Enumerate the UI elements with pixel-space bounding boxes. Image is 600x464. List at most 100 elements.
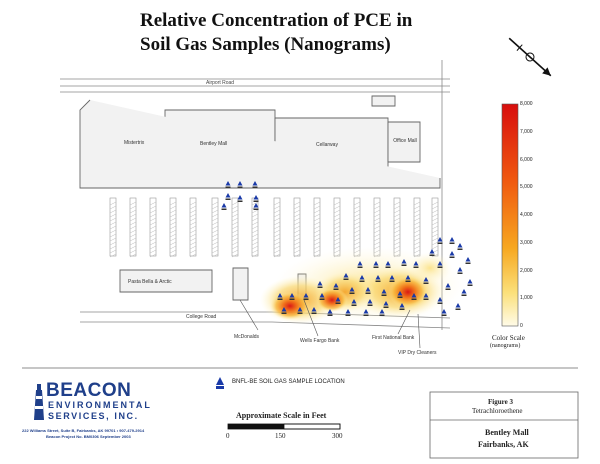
- triangle-marker-icon: [253, 203, 259, 210]
- scale-tick-300: 300: [332, 432, 343, 440]
- triangle-marker-icon: [333, 283, 339, 290]
- triangle-marker-icon: [351, 299, 357, 306]
- triangle-marker-icon: [365, 287, 371, 294]
- triangle-marker-icon: [357, 261, 363, 268]
- building-label-mcd: McDonalds: [234, 334, 260, 340]
- parking-row: [231, 197, 239, 257]
- triangle-marker-icon: [373, 261, 379, 268]
- scale-tick-0: 0: [226, 432, 230, 440]
- callout-wells-fargo: Wells Fargo Bank: [300, 338, 340, 344]
- triangle-marker-icon: [413, 261, 419, 268]
- company-address-2: Beacon Project No. BM0306 September 2003: [46, 434, 131, 439]
- triangle-marker-icon: [445, 283, 451, 290]
- company-name-3: SERVICES, INC.: [48, 411, 139, 421]
- triangle-marker-icon: [455, 303, 461, 310]
- color-scale-tick: 6,000: [520, 156, 533, 163]
- color-scale-label: Color Scale: [492, 334, 525, 342]
- triangle-marker-icon: [437, 237, 443, 244]
- scale-bar: [227, 423, 341, 430]
- triangle-marker-icon: [441, 309, 447, 316]
- triangle-marker-icon: [389, 275, 395, 282]
- parking-row: [211, 197, 219, 257]
- triangle-marker-icon: [289, 293, 295, 300]
- sample-locations: [221, 181, 473, 316]
- parking-row: [169, 197, 177, 257]
- triangle-marker-icon: [221, 203, 227, 210]
- callout-leaders: [239, 299, 421, 349]
- triangle-marker-icon: [437, 261, 443, 268]
- triangle-marker-icon: [437, 297, 443, 304]
- color-scale-tick: 1,000: [520, 295, 533, 302]
- street-top-label: Airport Road: [206, 80, 235, 86]
- triangle-marker-icon: [367, 299, 373, 306]
- company-name-1: BEACON: [46, 380, 132, 401]
- bottom-frames: [22, 367, 579, 459]
- triangle-marker-icon: [405, 275, 411, 282]
- triangle-marker-icon: [397, 291, 403, 298]
- triangle-marker-icon: [281, 307, 287, 314]
- triangle-marker-icon: [335, 297, 341, 304]
- legend-symbol-label: BNFL-BE SOIL GAS SAMPLE LOCATION: [232, 379, 345, 385]
- triangle-marker-icon: [252, 181, 258, 188]
- triangle-marker-icon: [467, 279, 473, 286]
- building-label-2: Bentley Mall: [200, 141, 228, 147]
- map-title-line2: Soil Gas Samples (Nanograms): [140, 34, 391, 55]
- triangle-marker-icon: [225, 193, 231, 200]
- callout-vip-cleaners: VIP Dry Cleaners: [398, 350, 437, 356]
- color-scale-tick: 2,000: [520, 267, 533, 274]
- triangle-marker-icon: [237, 181, 243, 188]
- triangle-marker-icon: [319, 293, 325, 300]
- triangle-marker-icon: [225, 181, 231, 188]
- triangle-marker-icon: [317, 281, 323, 288]
- triangle-marker-icon: [465, 257, 471, 264]
- color-scale-tick: 8,000: [520, 101, 533, 107]
- company-name-2: ENVIRONMENTAL: [48, 400, 152, 410]
- triangle-marker-icon: [449, 237, 455, 244]
- building-label-5: Pasta Bella & Arctic: [128, 279, 172, 285]
- pce-heat-plume: [260, 247, 465, 324]
- triangle-marker-icon: [385, 261, 391, 268]
- company-address-1: 222 Williams Street, Suite B, Fairbanks,…: [22, 428, 145, 433]
- triangle-marker-icon: [449, 251, 455, 258]
- triangle-marker-icon: [297, 307, 303, 314]
- triangle-marker-icon: [383, 301, 389, 308]
- triangle-marker-icon: [343, 273, 349, 280]
- triangle-marker-icon: [423, 293, 429, 300]
- callout-first-national: First National Bank: [372, 335, 415, 341]
- triangle-marker-icon: [363, 309, 369, 316]
- building-label-1: Mistertrix: [124, 140, 145, 146]
- triangle-marker-icon: [349, 287, 355, 294]
- beacon-lighthouse-icon: [32, 380, 46, 420]
- building-label-3: Cellarway: [316, 142, 338, 148]
- triangle-marker-icon: [237, 195, 243, 202]
- triangle-marker-icon: [457, 267, 463, 274]
- figure-site: Bentley Mall: [485, 428, 529, 437]
- color-scale-units: (nanograms): [490, 343, 521, 349]
- parking-row: [189, 197, 197, 257]
- scale-bar-label: Approximate Scale in Feet: [236, 411, 327, 420]
- triangle-marker-icon: [311, 307, 317, 314]
- color-scale-tick: 5,000: [520, 184, 533, 191]
- triangle-marker-icon: [423, 277, 429, 284]
- color-scale-tick: 0: [520, 323, 523, 329]
- building-label-4: Office Mall: [393, 138, 417, 144]
- triangle-marker-icon: [303, 293, 309, 300]
- parking-row: [149, 197, 157, 257]
- triangle-marker-icon: [461, 289, 467, 296]
- triangle-marker-icon: [375, 275, 381, 282]
- triangle-marker-icon: [429, 249, 435, 256]
- triangle-marker-icon: [379, 309, 385, 316]
- buildings: [79, 95, 441, 301]
- scale-tick-150: 150: [275, 432, 286, 440]
- triangle-marker-icon: [327, 309, 333, 316]
- triangle-marker-icon: [401, 259, 407, 266]
- parking-row: [109, 197, 117, 257]
- triangle-marker-icon: [411, 293, 417, 300]
- triangle-marker-icon: [345, 309, 351, 316]
- color-scale-tick: 3,000: [520, 239, 533, 246]
- map-title-line1: Relative Concentration of PCE in: [140, 10, 413, 31]
- triangle-marker-icon: [277, 293, 283, 300]
- figure-subtitle: Tetrachloroethene: [472, 407, 523, 415]
